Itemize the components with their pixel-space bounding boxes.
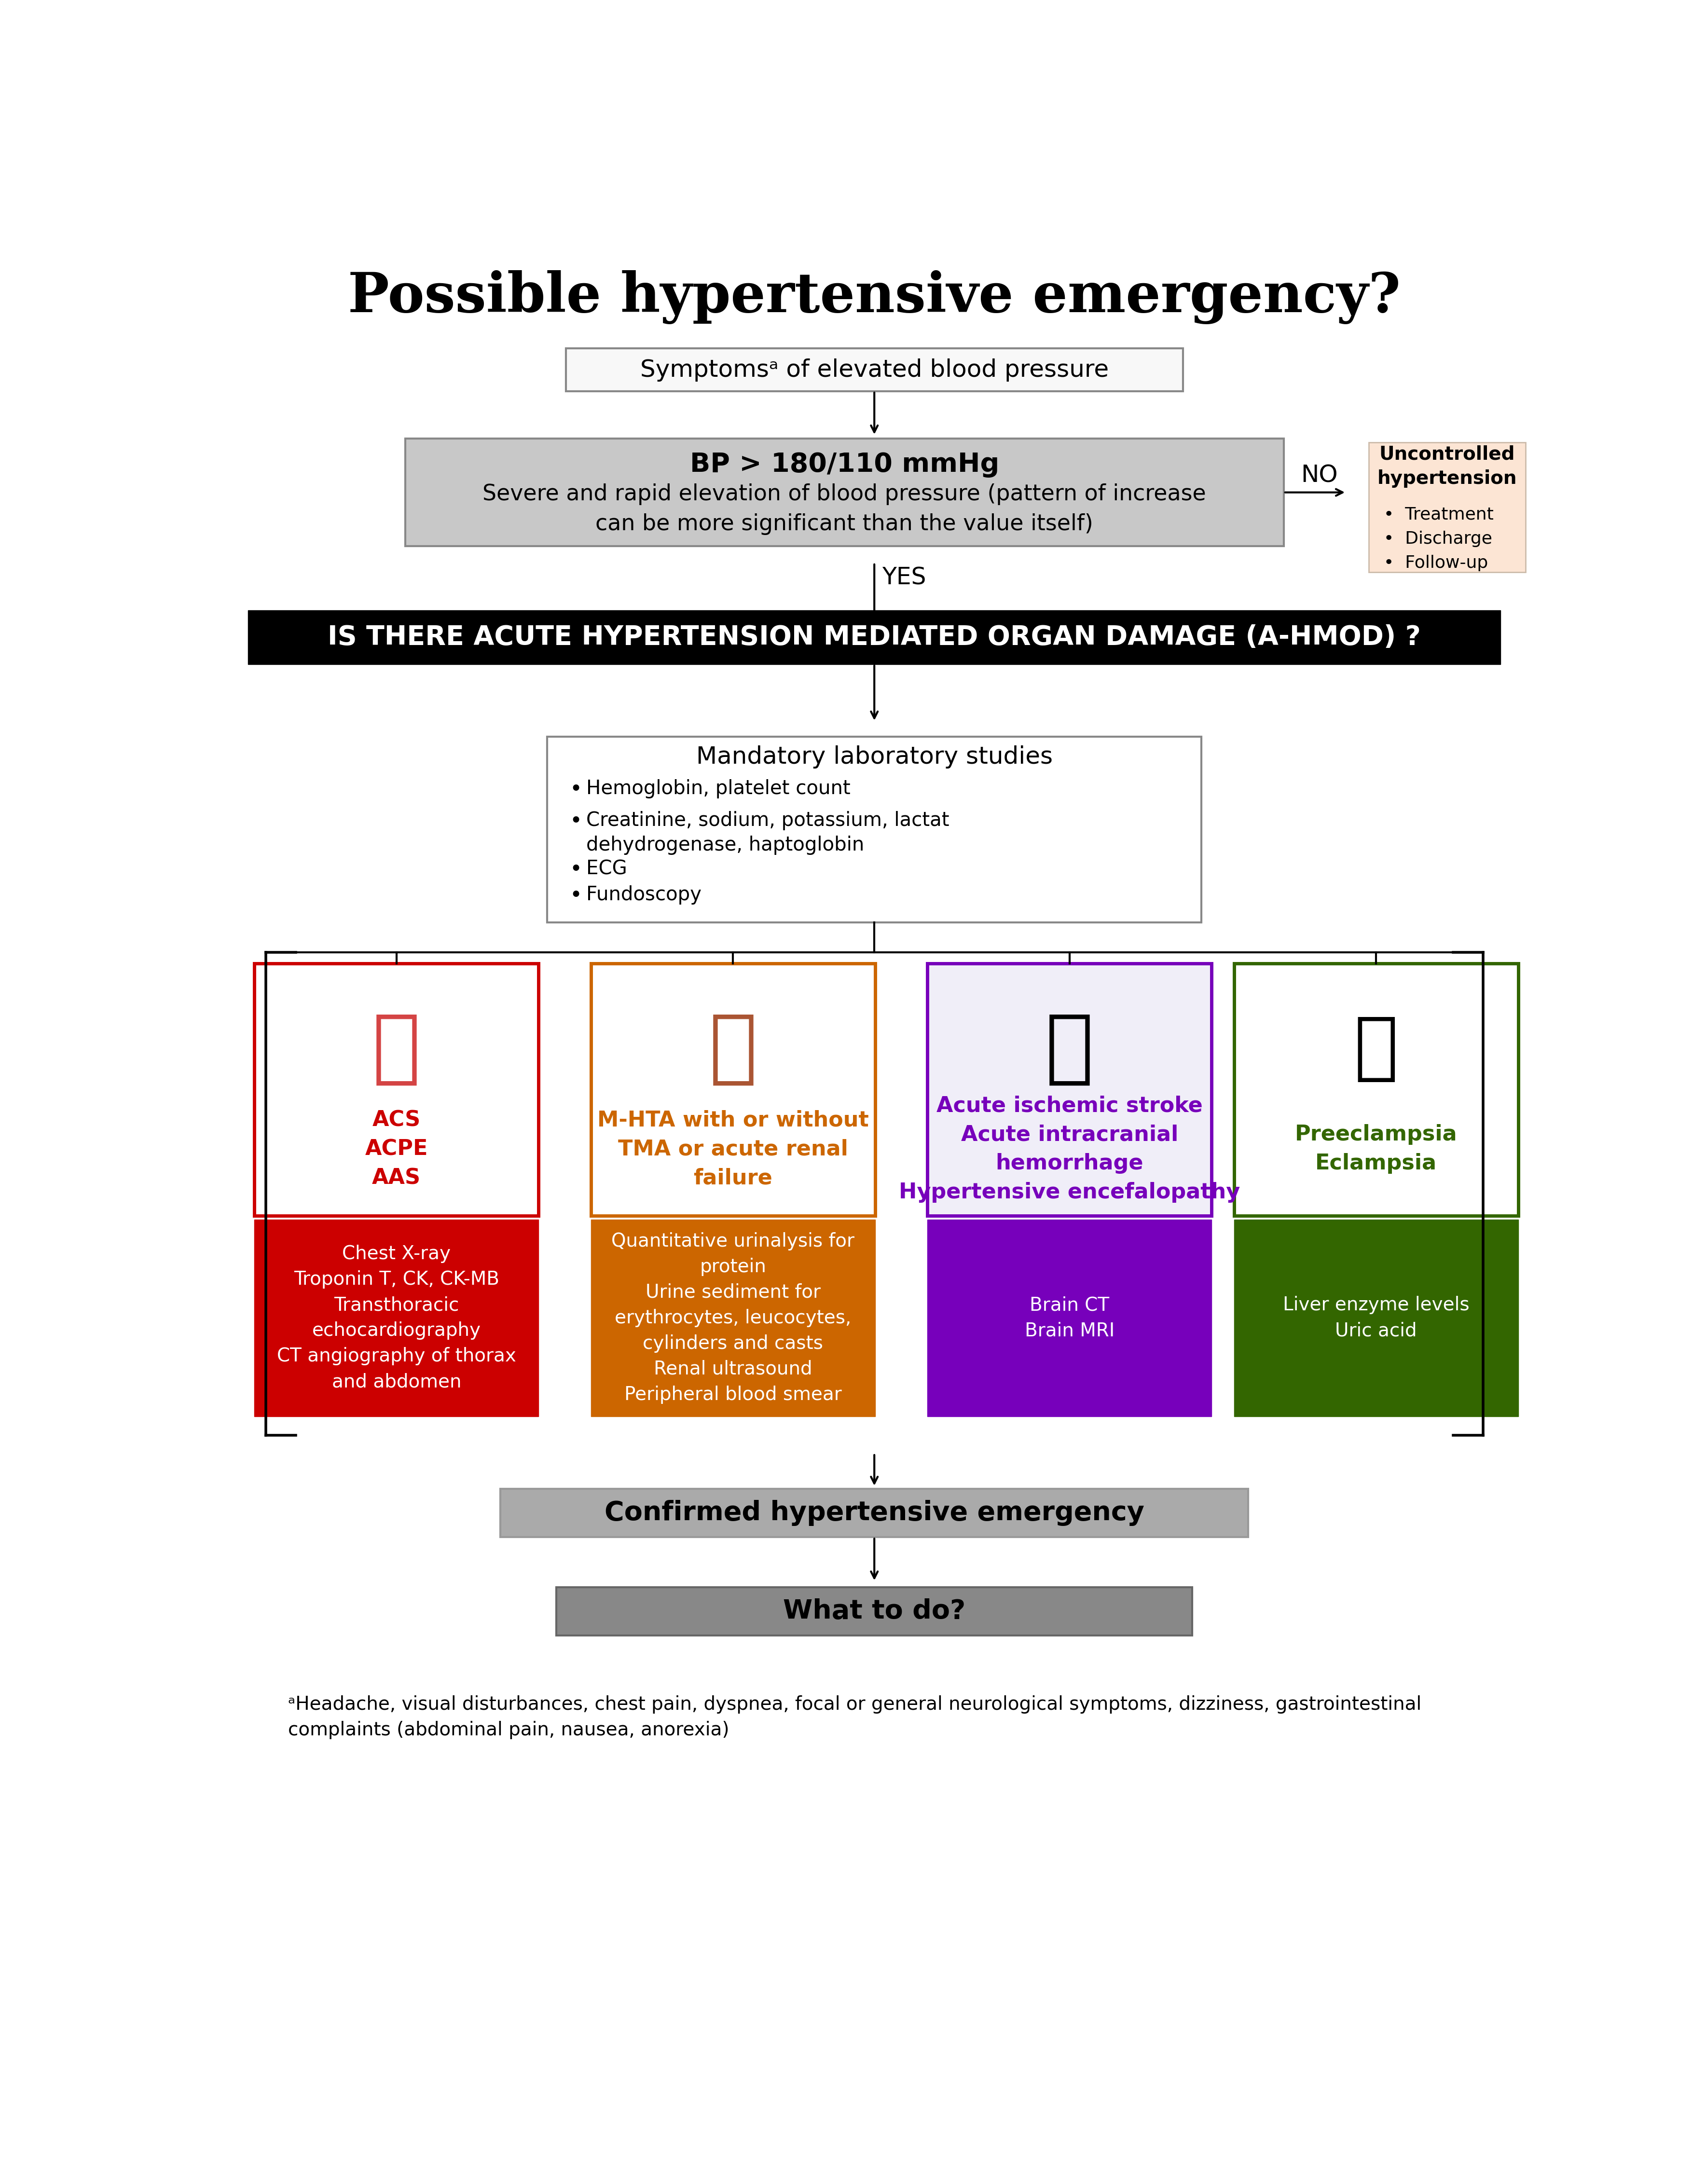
Text: 🫘: 🫘 xyxy=(710,1009,757,1088)
Bar xyxy=(254,1219,539,1417)
Text: ACS
ACPE
AAS: ACS ACPE AAS xyxy=(365,1109,428,1188)
Bar xyxy=(556,1588,1192,1636)
Bar xyxy=(1233,963,1518,1216)
Text: Liver enzyme levels
Uric acid: Liver enzyme levels Uric acid xyxy=(1283,1295,1469,1341)
Text: Preeclampsia
Eclampsia: Preeclampsia Eclampsia xyxy=(1295,1125,1457,1173)
Bar xyxy=(500,1489,1249,1538)
Bar xyxy=(254,963,539,1216)
Bar xyxy=(1368,441,1525,572)
Text: ᵃHeadache, visual disturbances, chest pain, dyspnea, focal or general neurologic: ᵃHeadache, visual disturbances, chest pa… xyxy=(288,1695,1421,1738)
Text: •  Treatment: • Treatment xyxy=(1384,507,1493,522)
Bar xyxy=(928,963,1211,1216)
Text: M-HTA with or without
TMA or acute renal
failure: M-HTA with or without TMA or acute renal… xyxy=(597,1109,868,1188)
Text: IS THERE ACUTE HYPERTENSION MEDIATED ORGAN DAMAGE (A-HMOD) ?: IS THERE ACUTE HYPERTENSION MEDIATED ORG… xyxy=(328,625,1421,651)
Bar xyxy=(566,349,1182,391)
Text: What to do?: What to do? xyxy=(783,1599,966,1625)
Text: •  Discharge: • Discharge xyxy=(1384,531,1493,546)
Text: ECG: ECG xyxy=(587,858,628,878)
Text: Symptomsᵃ of elevated blood pressure: Symptomsᵃ of elevated blood pressure xyxy=(640,358,1109,382)
Text: Uncontrolled
hypertension: Uncontrolled hypertension xyxy=(1377,446,1517,487)
Text: Mandatory laboratory studies: Mandatory laboratory studies xyxy=(696,745,1053,769)
Text: Brain CT
Brain MRI: Brain CT Brain MRI xyxy=(1025,1295,1114,1341)
Text: •: • xyxy=(570,810,582,832)
Text: Fundoscopy: Fundoscopy xyxy=(587,885,701,904)
Text: 🧠: 🧠 xyxy=(1046,1009,1094,1088)
Text: NO: NO xyxy=(1300,465,1338,487)
Text: Severe and rapid elevation of blood pressure (pattern of increase
can be more si: Severe and rapid elevation of blood pres… xyxy=(483,483,1206,535)
Bar xyxy=(404,439,1283,546)
Bar xyxy=(590,963,875,1216)
Text: 🫀: 🫀 xyxy=(372,1009,421,1088)
Text: Chest X-ray
Troponin T, CK, CK-MB
Transthoracic
echocardiography
CT angiography : Chest X-ray Troponin T, CK, CK-MB Transt… xyxy=(276,1245,517,1391)
Bar xyxy=(247,609,1501,664)
Text: •: • xyxy=(570,885,582,906)
Text: 🫁: 🫁 xyxy=(1355,1013,1399,1085)
Text: BP > 180/110 mmHg: BP > 180/110 mmHg xyxy=(689,452,1000,478)
Bar xyxy=(548,736,1201,922)
Text: Possible hypertensive emergency?: Possible hypertensive emergency? xyxy=(348,271,1401,325)
Bar xyxy=(928,1219,1211,1417)
Text: •  Follow-up: • Follow-up xyxy=(1384,555,1488,572)
Text: Creatinine, sodium, potassium, lactat
dehydrogenase, haptoglobin: Creatinine, sodium, potassium, lactat de… xyxy=(587,810,950,854)
Text: Acute ischemic stroke
Acute intracranial
hemorrhage
Hypertensive encefalopathy: Acute ischemic stroke Acute intracranial… xyxy=(899,1094,1240,1203)
Bar xyxy=(590,1219,875,1417)
Text: YES: YES xyxy=(882,566,926,590)
Text: Confirmed hypertensive emergency: Confirmed hypertensive emergency xyxy=(604,1500,1145,1527)
Bar xyxy=(1233,1219,1518,1417)
Text: Hemoglobin, platelet count: Hemoglobin, platelet count xyxy=(587,780,851,799)
Text: •: • xyxy=(570,858,582,880)
Text: Quantitative urinalysis for
protein
Urine sediment for
erythrocytes, leucocytes,: Quantitative urinalysis for protein Urin… xyxy=(611,1232,855,1404)
Text: •: • xyxy=(570,780,582,799)
